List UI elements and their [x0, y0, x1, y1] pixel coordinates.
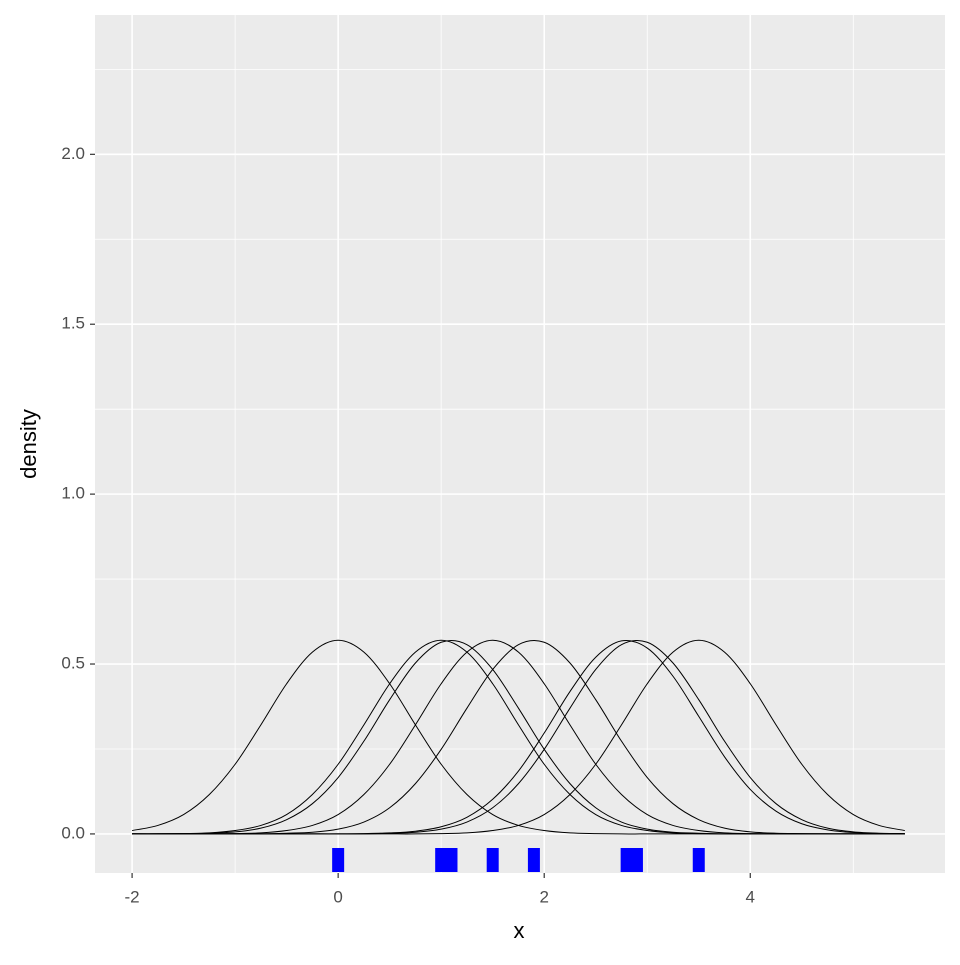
panel — [95, 15, 945, 873]
rug-mark — [486, 848, 499, 872]
x-tick-label: -2 — [125, 887, 140, 906]
rug-mark — [630, 848, 643, 872]
rug-mark — [445, 848, 458, 872]
rug-mark — [620, 848, 633, 872]
y-tick-label: 1.0 — [61, 484, 85, 503]
y-tick-label: 0.0 — [61, 823, 85, 842]
y-tick-label: 1.5 — [61, 314, 85, 333]
rug-mark — [332, 848, 345, 872]
plot — [131, 639, 905, 872]
y-tick-label: 0.5 — [61, 654, 85, 673]
y-axis-title: density — [16, 409, 41, 479]
x-axis-title: x — [514, 918, 525, 943]
density-curve — [132, 639, 905, 835]
rug-mark — [527, 848, 540, 872]
axes: -2 0 2 4 0.0 0.5 1.0 1.5 2.0 — [61, 144, 755, 907]
rug-mark — [435, 848, 448, 872]
x-tick-label: 4 — [746, 887, 755, 906]
rug-mark — [692, 848, 705, 872]
density-curve — [132, 639, 905, 835]
y-tick-label: 2.0 — [61, 144, 85, 163]
x-tick-label: 0 — [333, 887, 342, 906]
x-tick-label: 2 — [539, 887, 548, 906]
